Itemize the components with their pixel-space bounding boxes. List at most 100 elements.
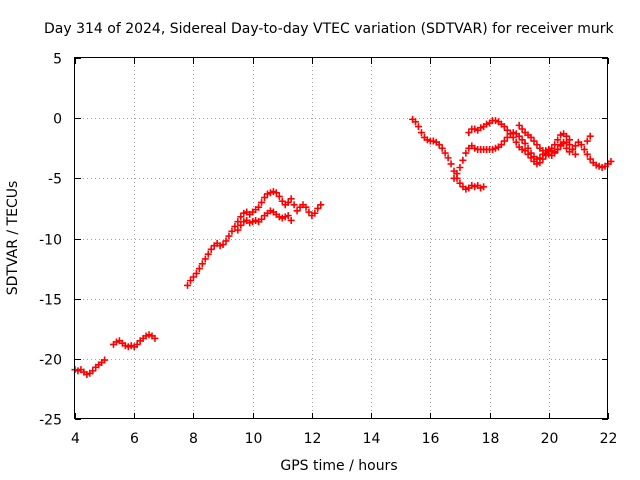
data-point (151, 334, 159, 342)
data-point (527, 154, 535, 162)
grid-lines (75, 58, 608, 419)
data-point (186, 277, 194, 285)
data-point (438, 144, 446, 152)
data-point (272, 189, 280, 197)
x-axis-title: GPS time / hours (280, 458, 397, 474)
data-point (305, 208, 313, 216)
data-point (290, 201, 298, 209)
plot-frame (74, 57, 608, 419)
data-point (447, 160, 455, 168)
data-point (444, 154, 452, 162)
data-point (548, 144, 556, 152)
data-point (586, 155, 594, 163)
data-point (261, 194, 269, 202)
data-point (133, 340, 141, 348)
data-point (566, 141, 574, 149)
data-point (198, 260, 206, 268)
data-point (414, 123, 422, 131)
data-points (71, 115, 615, 378)
x-tick-label: 10 (245, 431, 263, 447)
data-point (302, 203, 310, 211)
data-point (456, 164, 464, 172)
data-point (563, 132, 571, 140)
data-point (89, 367, 97, 375)
data-point (503, 126, 511, 134)
tick-labels: 4 6 8 10 12 14 16 18 20 22 5 0 -5 -10 -15 -20 -25 (39, 52, 617, 448)
data-point (435, 141, 443, 149)
data-point (255, 203, 263, 211)
data-point (228, 227, 236, 235)
data-point (278, 197, 286, 205)
data-point (503, 133, 511, 141)
data-point (237, 213, 245, 221)
data-point (533, 141, 541, 149)
x-tick-label: 8 (189, 431, 198, 447)
data-point (586, 132, 594, 140)
data-point (258, 215, 266, 223)
data-point (509, 133, 517, 141)
data-point (284, 198, 292, 206)
y-tick-label: -5 (48, 172, 62, 188)
data-point (571, 142, 579, 150)
data-point (518, 136, 526, 144)
data-point (497, 141, 505, 149)
data-point (456, 179, 464, 187)
data-point (317, 201, 325, 209)
data-point (231, 222, 239, 230)
data-point (554, 145, 562, 153)
data-point (293, 207, 301, 215)
data-point (189, 273, 197, 281)
y-tick-label: 5 (53, 52, 62, 68)
data-point (530, 137, 538, 145)
data-point (101, 356, 109, 364)
data-point (536, 159, 544, 167)
x-tick-label: 16 (422, 431, 440, 447)
data-point (462, 149, 470, 157)
data-point (192, 269, 200, 277)
data-point (500, 123, 508, 131)
data-point (222, 237, 230, 245)
data-point (607, 157, 615, 165)
data-point (539, 155, 547, 163)
data-point (219, 241, 227, 249)
x-tick-label: 20 (541, 431, 559, 447)
y-tick-label: -10 (39, 233, 62, 249)
data-point (225, 232, 233, 240)
data-point (524, 150, 532, 158)
y-tick-label: -15 (39, 293, 62, 309)
data-point (412, 118, 420, 126)
data-point (314, 204, 322, 212)
data-point (287, 195, 295, 203)
data-point (515, 121, 523, 129)
data-point (515, 132, 523, 140)
data-point (580, 145, 588, 153)
data-point (237, 221, 245, 229)
x-tick-label: 4 (71, 431, 80, 447)
data-point (571, 150, 579, 158)
data-point (234, 218, 242, 226)
data-point (500, 137, 508, 145)
data-point (506, 130, 514, 138)
data-point (201, 255, 209, 263)
data-point (518, 125, 526, 133)
y-tick-label: 0 (53, 112, 62, 128)
y-tick-label: -20 (39, 353, 62, 369)
data-point (311, 209, 319, 217)
axis-ticks (75, 58, 609, 420)
data-point (450, 174, 458, 182)
y-axis-title: SDTVAR / TECUs (5, 181, 21, 296)
data-point (521, 139, 529, 147)
data-point (554, 136, 562, 144)
x-tick-label: 22 (600, 431, 618, 447)
data-point (465, 129, 473, 137)
data-point (480, 183, 488, 191)
data-point (195, 265, 203, 273)
data-point (234, 226, 242, 234)
data-point (577, 141, 585, 149)
data-point (521, 147, 529, 155)
data-point (258, 198, 266, 206)
data-point (527, 133, 535, 141)
data-point (563, 144, 571, 152)
x-tick-label: 18 (482, 431, 500, 447)
